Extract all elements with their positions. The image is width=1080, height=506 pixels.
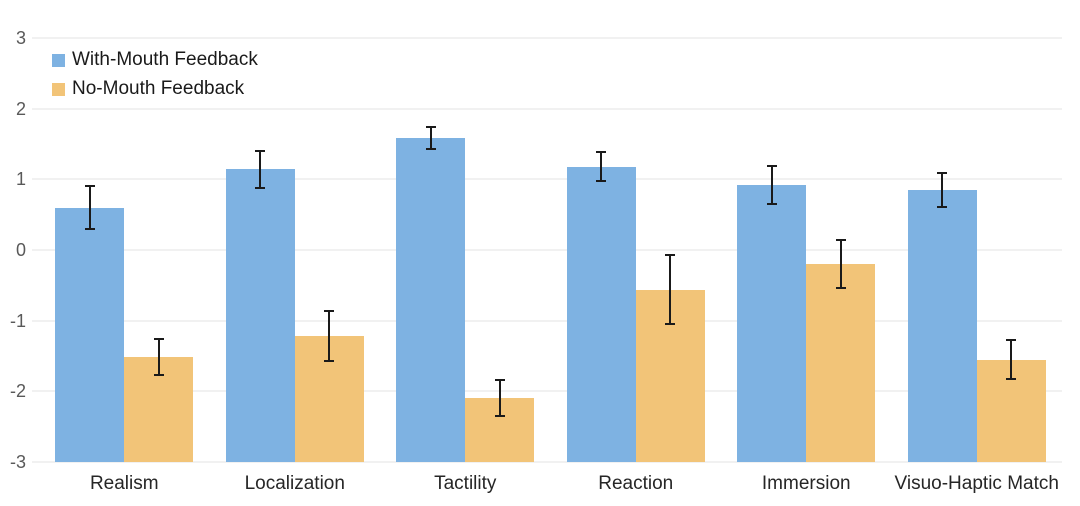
error-bar [429, 126, 432, 151]
error-bar-cap-top [665, 254, 676, 257]
error-bar [498, 379, 501, 418]
gridline [32, 461, 1062, 463]
x-category-label: Visuo-Haptic Match [894, 473, 1059, 494]
error-bar [259, 149, 262, 190]
y-tick-label: 2 [15, 98, 26, 119]
error-bar [669, 254, 672, 325]
error-bar-cap-top [84, 184, 95, 187]
legend-swatch-no-mouth [52, 82, 65, 96]
error-bar-cap-bottom [835, 286, 846, 289]
error-bar [770, 165, 773, 205]
gridline [32, 107, 1062, 110]
bar-with-mouth [566, 166, 636, 462]
legend-label-no-mouth: No-Mouth Feedback [72, 78, 245, 99]
error-bar-cap-top [255, 149, 266, 152]
error-bar [600, 151, 603, 183]
legend-swatch-with-mouth [52, 53, 65, 67]
legend-label-with-mouth: With-Mouth Feedback [72, 49, 258, 70]
gridline [32, 319, 1062, 322]
x-category-label: Immersion [761, 473, 851, 494]
error-bar-cap-top [835, 239, 846, 242]
y-tick-label: 1 [15, 169, 26, 190]
x-category-label: Reaction [598, 473, 674, 494]
gridline [32, 390, 1062, 393]
gridline [32, 249, 1062, 251]
legend: With-Mouth Feedback No-Mouth Feedback [52, 50, 258, 108]
error-bar-cap-bottom [665, 322, 676, 325]
error-bar-cap-bottom [255, 187, 266, 190]
y-tick-label: 0 [15, 240, 26, 260]
error-bar-cap-bottom [324, 360, 335, 363]
error-bar-cap-top [153, 337, 164, 340]
error-bar [941, 171, 944, 209]
error-bar-cap-bottom [766, 202, 777, 205]
error-bar-cap-bottom [425, 148, 436, 151]
error-bar-cap-top [766, 165, 777, 168]
error-bar-cap-bottom [494, 415, 505, 418]
error-bar-cap-bottom [596, 180, 607, 183]
error-bar-cap-top [596, 151, 607, 154]
legend-item-with-mouth: With-Mouth Feedback [52, 50, 258, 70]
y-tick-label: -3 [9, 452, 26, 472]
y-tick-label: 3 [15, 28, 26, 48]
error-bar-cap-top [937, 171, 948, 174]
error-bar-cap-bottom [937, 206, 948, 209]
error-bar-cap-bottom [84, 228, 95, 231]
x-category-label: Tactility [434, 473, 497, 494]
plot-area [32, 37, 1062, 463]
gridline [32, 37, 1062, 39]
bar-with-mouth [55, 207, 125, 462]
y-tick-label: -2 [9, 381, 26, 402]
gridline [32, 178, 1062, 181]
bar-with-mouth [907, 189, 977, 462]
error-bar [157, 337, 160, 376]
error-bar-cap-top [324, 310, 335, 313]
error-bar-cap-bottom [1006, 378, 1017, 381]
bar-with-mouth [225, 169, 295, 462]
error-bar [88, 184, 91, 231]
error-bar-cap-bottom [153, 373, 164, 376]
error-bar-cap-top [494, 379, 505, 382]
error-bar [1010, 339, 1013, 381]
error-bar-cap-top [425, 126, 436, 129]
x-category-label: Localization [244, 473, 345, 494]
legend-item-no-mouth: No-Mouth Feedback [52, 79, 258, 99]
x-category-label: Realism [89, 473, 159, 494]
bar-no-mouth [806, 264, 876, 462]
y-tick-label: -1 [9, 310, 26, 331]
error-bar-cap-top [1006, 339, 1017, 342]
bar-with-mouth [396, 138, 466, 462]
error-bar [839, 239, 842, 289]
error-bar [328, 310, 331, 363]
bar-with-mouth [737, 184, 807, 462]
